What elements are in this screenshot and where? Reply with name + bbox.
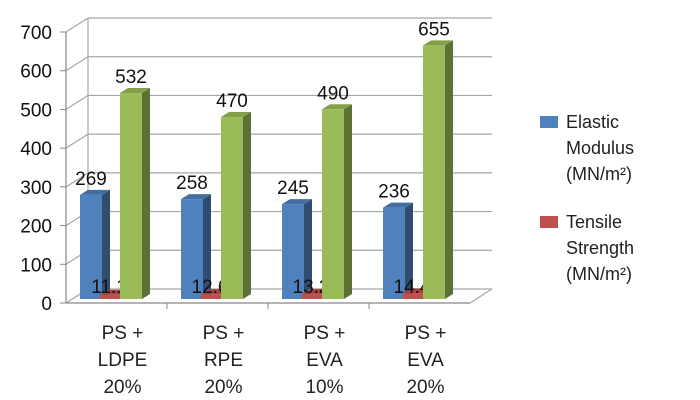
data-label: 532	[115, 67, 147, 88]
bar-side	[405, 202, 413, 299]
bar-top	[221, 112, 251, 118]
y-tick-label: 700	[20, 23, 52, 44]
bar-green-series	[120, 93, 142, 299]
legend-label: (MN/m²)	[566, 164, 632, 184]
y-tick-label: 200	[20, 217, 52, 238]
bar-top	[423, 40, 453, 46]
bar-green-series	[423, 45, 445, 299]
x-tick-label: PS +	[304, 323, 346, 344]
bar-side	[142, 88, 150, 299]
bar-elastic-modulus	[383, 207, 405, 299]
data-label: 245	[277, 178, 309, 199]
data-label: 490	[317, 83, 349, 104]
x-tick-label: PS +	[203, 323, 245, 344]
bar-green-series	[322, 109, 344, 299]
x-tick-label: 20%	[406, 377, 444, 398]
x-tick-label: PS +	[102, 323, 144, 344]
bar-tensile-strength	[100, 294, 122, 299]
data-label: 14.4	[394, 277, 431, 298]
legend-item: Elastic Modulus (MN/m²)	[540, 112, 634, 184]
bar-side	[304, 199, 312, 299]
y-tick-label: 400	[20, 139, 52, 160]
bar-top	[322, 104, 352, 110]
bar-top	[120, 88, 150, 94]
legend-swatch	[540, 116, 558, 128]
bar-green-series	[221, 117, 243, 300]
x-tick-label: 20%	[103, 377, 141, 398]
y-tick-label: 600	[20, 62, 52, 83]
data-label: 655	[418, 19, 450, 40]
gridline-side	[65, 94, 89, 110]
legend-label: Modulus	[566, 138, 634, 158]
x-tick-label: 10%	[305, 377, 343, 398]
legend-label: Elastic	[566, 112, 619, 132]
data-label: 269	[75, 169, 107, 190]
bar-top	[383, 202, 413, 208]
bar-top	[282, 199, 312, 205]
bar-side	[203, 194, 211, 299]
x-tick-label: EVA	[306, 350, 343, 371]
data-label: 258	[176, 173, 208, 194]
data-label: 12.6	[192, 277, 229, 298]
bar-elastic-modulus	[80, 194, 102, 299]
legend-label: Tensile	[566, 212, 622, 232]
y-tick-label: 300	[20, 178, 52, 199]
data-label: 11.1	[91, 277, 127, 298]
data-label: 236	[378, 182, 410, 203]
bar-side	[344, 104, 352, 299]
legend-label: (MN/m²)	[566, 264, 632, 284]
bar-side	[102, 189, 110, 299]
y-tick-label: 100	[20, 255, 52, 276]
y-tick-label: 0	[41, 294, 52, 315]
x-tick-label: PS +	[405, 323, 447, 344]
bar-side	[243, 112, 251, 300]
data-label: 13.2	[293, 277, 330, 298]
gridline-side	[65, 172, 89, 188]
legend-item: Tensile Strength (MN/m²)	[540, 212, 634, 284]
bar-tensile-strength	[403, 293, 425, 299]
bar-elastic-modulus	[282, 204, 304, 299]
bar-tensile-strength	[302, 293, 324, 299]
x-tick-label: LDPE	[98, 350, 148, 371]
gridline-side	[65, 56, 89, 72]
gridline-side	[65, 17, 89, 33]
data-label: 470	[216, 91, 248, 112]
bar-elastic-modulus	[181, 199, 203, 299]
y-tick-label: 500	[20, 100, 52, 121]
bar-tensile-strength	[201, 294, 223, 299]
floor-edge	[469, 288, 493, 304]
gridline-side	[65, 133, 89, 149]
bar-top	[181, 194, 211, 200]
legend-label: Strength	[566, 238, 634, 258]
bar-side	[445, 40, 453, 300]
x-tick-label: RPE	[204, 350, 243, 371]
x-tick-label: EVA	[407, 350, 444, 371]
x-tick-label: 20%	[204, 377, 242, 398]
legend-swatch	[540, 216, 558, 228]
bar-top	[80, 189, 110, 195]
